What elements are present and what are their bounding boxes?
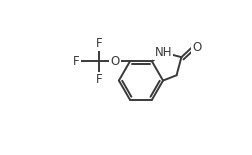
- Text: F: F: [96, 73, 102, 86]
- Text: F: F: [73, 55, 79, 68]
- Text: NH: NH: [154, 46, 171, 59]
- Text: O: O: [192, 41, 201, 54]
- Text: F: F: [96, 37, 102, 50]
- Text: O: O: [110, 55, 119, 68]
